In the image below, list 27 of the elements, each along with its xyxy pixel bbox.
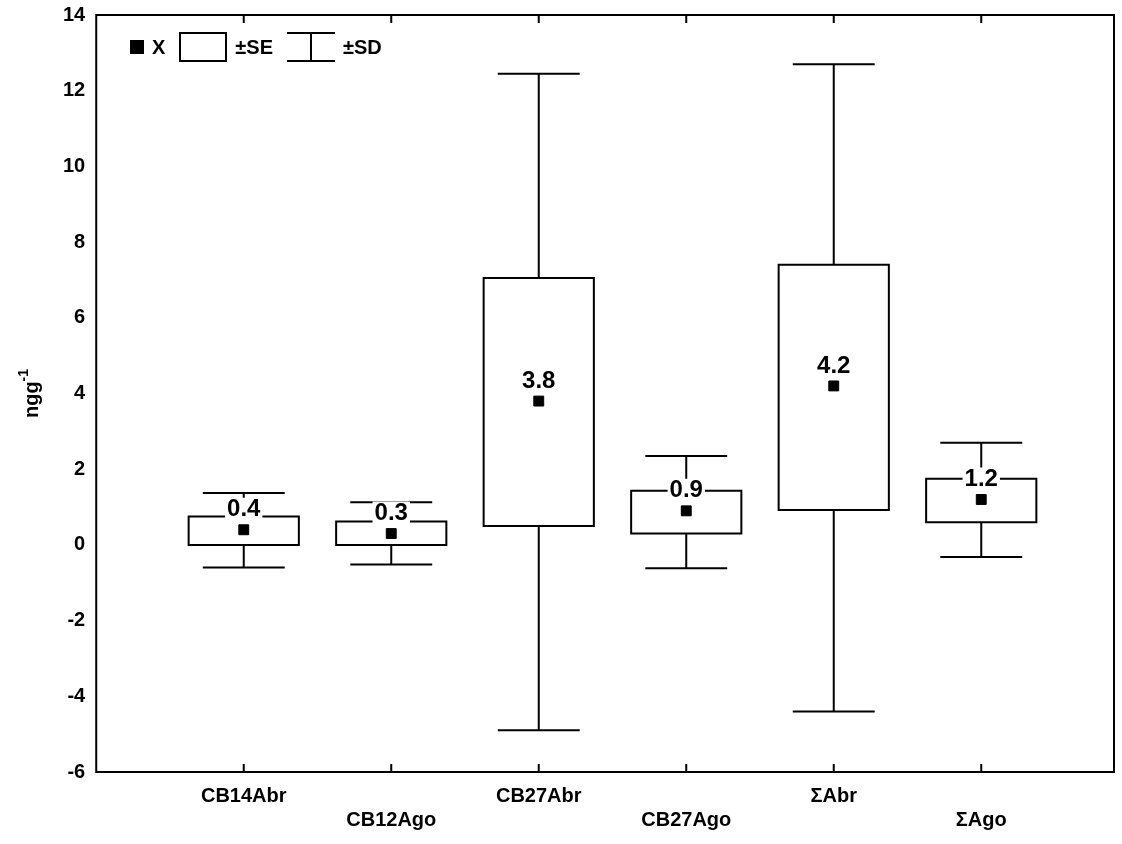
text: 0.4	[227, 494, 261, 522]
annotation: ±SD	[343, 35, 382, 59]
y-tick-label: -6	[67, 759, 86, 782]
text: 4.2	[817, 350, 851, 378]
x-tick-label: CB27Ago	[641, 807, 732, 830]
text: 0.9	[669, 475, 703, 503]
y-tick-label: 8	[74, 229, 86, 252]
x-tick-label: CB27Abr	[495, 783, 582, 806]
y-tick-label: 12	[63, 78, 86, 101]
text: 3.8	[522, 365, 556, 393]
y-tick-label: -2	[67, 608, 86, 631]
y-axis-title: ngg-1	[15, 368, 42, 419]
y-tick-label: 14	[63, 2, 87, 25]
x-tick-label: ΣAgo	[955, 807, 1007, 830]
y-tick-label: 2	[74, 456, 86, 479]
y-tick-label: 6	[74, 305, 86, 328]
y-tick-label: 4	[74, 381, 87, 404]
text: 1.2	[964, 464, 998, 492]
text: 0.3	[374, 498, 408, 526]
y-tick-label: 10	[63, 153, 86, 176]
y-tick-label: 0	[74, 532, 86, 555]
y-tick-label: -4	[67, 683, 87, 706]
x-tick-label: CB12Ago	[346, 807, 437, 830]
annotation: ±SE	[235, 35, 273, 59]
x-tick-label: ΣAbr	[810, 783, 858, 806]
x-tick-label: CB14Abr	[200, 783, 287, 806]
annotation: X	[152, 35, 166, 59]
